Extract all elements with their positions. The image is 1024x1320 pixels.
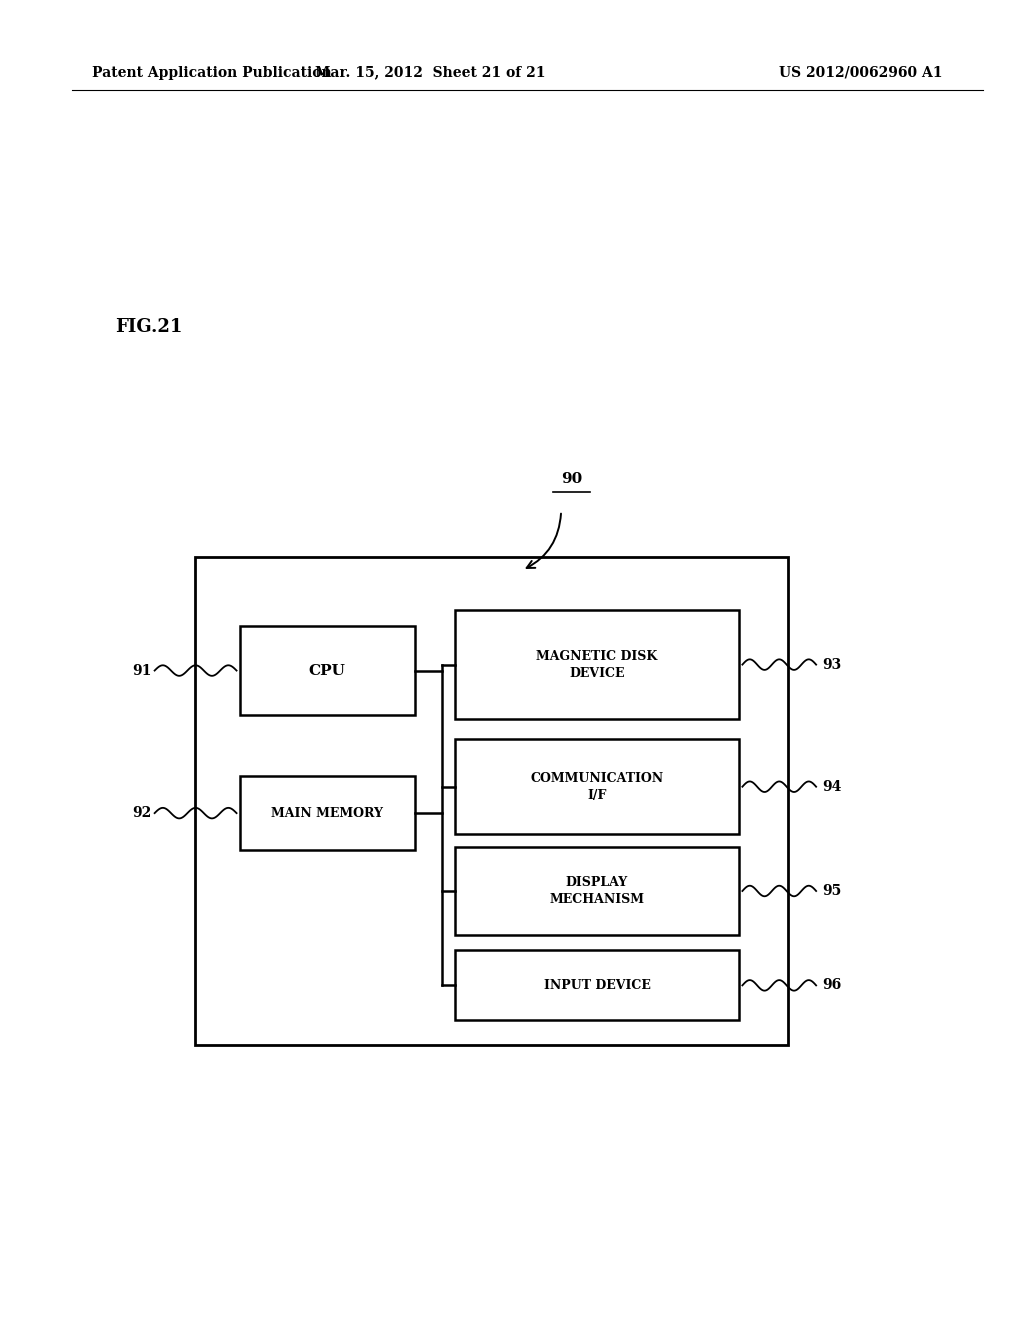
Bar: [455, 950, 739, 1020]
Text: 96: 96: [822, 978, 842, 993]
Text: CPU: CPU: [308, 664, 346, 677]
Text: MAIN MEMORY: MAIN MEMORY: [271, 807, 383, 820]
Text: INPUT DEVICE: INPUT DEVICE: [544, 979, 650, 991]
Text: Patent Application Publication: Patent Application Publication: [92, 66, 332, 79]
Bar: [240, 776, 415, 850]
Text: 92: 92: [132, 807, 152, 820]
Bar: [195, 557, 788, 1045]
Text: Mar. 15, 2012  Sheet 21 of 21: Mar. 15, 2012 Sheet 21 of 21: [314, 66, 546, 79]
Text: FIG.21: FIG.21: [115, 318, 182, 337]
Text: 90: 90: [561, 471, 582, 486]
Bar: [455, 610, 739, 719]
Text: MAGNETIC DISK
DEVICE: MAGNETIC DISK DEVICE: [537, 649, 657, 680]
Bar: [240, 626, 415, 715]
Text: 93: 93: [822, 657, 842, 672]
Text: US 2012/0062960 A1: US 2012/0062960 A1: [778, 66, 942, 79]
Text: DISPLAY
MECHANISM: DISPLAY MECHANISM: [550, 876, 644, 906]
Text: 95: 95: [822, 884, 842, 898]
Text: 91: 91: [132, 664, 152, 677]
Bar: [455, 847, 739, 935]
Bar: [455, 739, 739, 834]
Text: COMMUNICATION
I/F: COMMUNICATION I/F: [530, 772, 664, 801]
Text: 94: 94: [822, 780, 842, 793]
